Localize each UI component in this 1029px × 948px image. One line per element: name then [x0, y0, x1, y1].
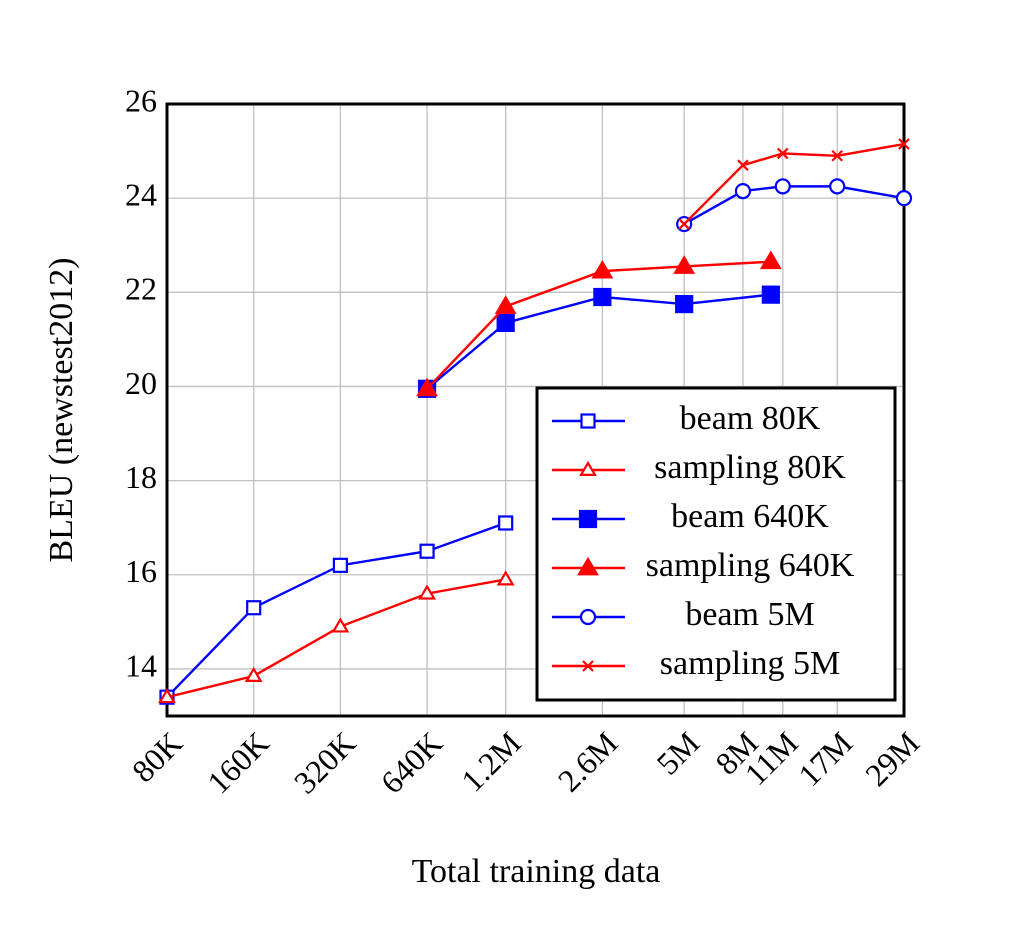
x-tick-label: 2.6M [551, 725, 625, 799]
marker [494, 295, 517, 314]
marker [761, 285, 780, 304]
marker [759, 250, 782, 270]
marker [577, 556, 599, 576]
x-tick-label: 1.2M [454, 725, 528, 799]
marker [579, 460, 597, 476]
marker [246, 600, 262, 616]
legend: beam 80K sampling 80K beam 640K sampling 64… [535, 386, 897, 702]
marker [496, 313, 515, 333]
series-line [166, 521, 507, 699]
y-tick-label: 18 [125, 459, 157, 495]
marker [774, 178, 791, 195]
series-line [426, 260, 771, 390]
y-tick-label: 16 [125, 553, 157, 589]
marker [776, 147, 789, 160]
legend-label: beam 80K [680, 400, 821, 437]
marker [498, 515, 514, 531]
x-tick-label: 29M [858, 725, 926, 793]
marker [898, 138, 910, 150]
marker [675, 294, 694, 314]
marker [158, 687, 176, 704]
legend-label: sampling 80K [654, 449, 846, 486]
marker [419, 543, 435, 559]
marker [578, 509, 598, 529]
series-line [166, 578, 506, 699]
y-tick-label: 26 [125, 82, 157, 118]
marker [678, 218, 690, 230]
marker [829, 178, 846, 195]
x-tick-label: 320K [287, 725, 363, 801]
plot-frame [165, 102, 906, 718]
y-tick-label: 22 [125, 271, 157, 307]
marker [673, 255, 696, 274]
legend-box [535, 386, 897, 702]
marker [737, 159, 749, 171]
x-tick-label: 5M [649, 725, 706, 782]
x-axis-label: Total training data [412, 853, 661, 890]
marker [579, 608, 597, 626]
x-tick-label: 640K [373, 725, 449, 801]
y-tick-label: 14 [125, 647, 157, 683]
marker [244, 666, 263, 682]
marker [895, 190, 913, 207]
x-tick-label: 160K [200, 725, 276, 801]
series-line [426, 293, 771, 390]
marker [418, 584, 436, 600]
marker [580, 413, 596, 429]
x-tick-label: 17M [791, 725, 859, 793]
marker [331, 617, 350, 633]
y-axis-label: BLEU (newstest2012) [43, 257, 80, 562]
marker [496, 570, 515, 586]
marker [831, 150, 843, 162]
marker [332, 557, 348, 573]
y-tick-label: 24 [125, 176, 157, 212]
legend-label: sampling 640K [646, 547, 855, 584]
marker [416, 377, 438, 397]
series-line [683, 142, 905, 225]
x-tick-label: 80K [125, 725, 189, 789]
legend-label: sampling 5M [660, 645, 840, 682]
legend-label: beam 640K [671, 498, 829, 535]
legend-label: beam 5M [685, 596, 814, 633]
y-tick-label: 20 [125, 365, 157, 401]
marker [582, 660, 594, 672]
marker [593, 287, 612, 307]
marker [734, 182, 752, 200]
marker [591, 259, 614, 279]
